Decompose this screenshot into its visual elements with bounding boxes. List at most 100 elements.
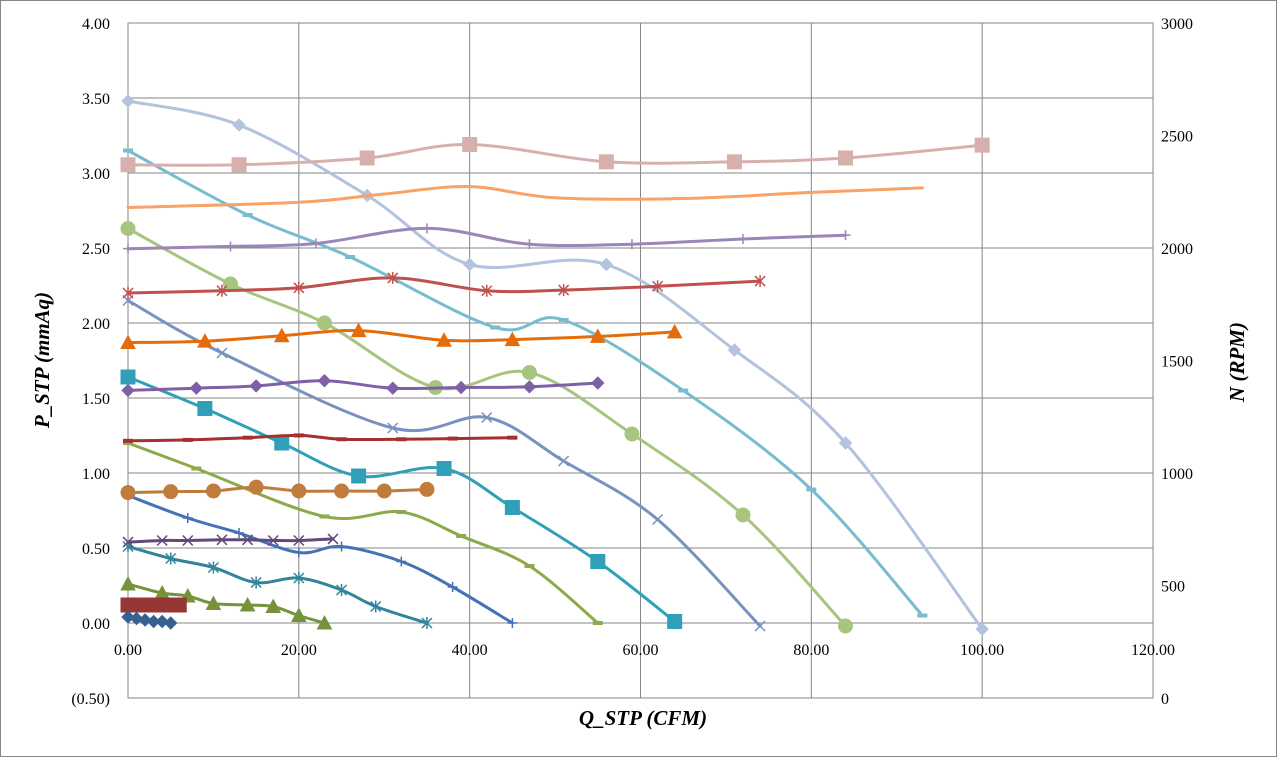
data-point [138,613,152,627]
data-point [591,376,605,390]
data-point [447,436,458,441]
data-point [727,343,742,357]
data-point [248,479,264,495]
data-point [735,507,751,523]
data-point [558,284,570,297]
y2-tick-label: 0 [1161,691,1169,708]
data-point [216,347,228,359]
data-point [121,610,135,624]
series-line [126,537,335,544]
data-point [293,572,305,584]
y-tick-label: 2.50 [82,241,110,258]
data-point [242,435,253,440]
y-axis-title: P_STP (mmAq) [30,292,54,429]
y2-axis-title: N (RPM) [1225,322,1249,403]
data-point [205,595,222,610]
data-point [293,433,304,438]
data-point [386,381,400,395]
data-point [122,536,134,548]
x-tick-label: 20.00 [281,642,317,659]
data-point [120,334,136,349]
data-point [293,281,305,294]
series-line [126,545,429,625]
data-point [667,614,683,629]
series-2 [123,148,928,618]
data-point [521,365,537,380]
data-point [652,280,664,293]
data-point [598,154,614,170]
data-point [334,483,350,499]
data-point [234,528,245,538]
data-point [239,596,256,612]
data-point [738,234,748,244]
data-point [370,600,382,613]
data-point [293,534,305,547]
series-6 [123,441,603,625]
series-line [126,329,677,344]
y-tick-label: 3.50 [82,91,110,108]
data-point [189,381,204,395]
data-point [121,94,135,108]
data-point [120,221,136,236]
data-point [419,481,435,497]
y-tick-label: 2.00 [82,316,110,333]
data-point [216,534,228,546]
data-point [436,461,452,476]
data-point [396,437,407,442]
data-point [336,437,347,442]
tick-labels: 0.00 20.00 40.00 60.00 80.00 100.00 120.00 4.00… [71,16,1193,708]
data-point [293,547,304,558]
data-point [507,435,518,440]
data-point [123,438,133,443]
series-15 [122,271,766,299]
data-point [267,534,279,547]
data-point [291,483,307,499]
data-point [242,534,254,546]
data-point [336,584,348,596]
data-point [351,468,367,484]
data-point [120,369,136,385]
series-7 [123,490,518,628]
plot-area-border [127,22,1154,699]
y2-tick-label: 500 [1161,579,1185,596]
data-point [317,374,332,388]
data-point [182,513,193,523]
y-tick-label: 4.00 [82,16,110,33]
y2-tick-label: 1500 [1161,354,1193,371]
data-point [626,239,637,250]
data-point [838,150,853,166]
y2-tick-label: 1000 [1161,466,1193,483]
y-tick-label: (0.50) [71,691,110,708]
series-13 [126,185,924,209]
data-point [447,582,458,592]
data-point [387,422,399,434]
data-point [838,436,853,450]
data-point [524,564,535,568]
x-axis-title: Q_STP (CFM) [579,706,707,730]
data-point [155,614,169,629]
data-point [462,257,477,272]
series-12 [120,137,990,173]
data-point [171,597,187,613]
data-point [974,137,990,153]
data-point [205,483,221,499]
data-point [754,620,766,632]
data-point [274,435,290,451]
data-point [806,487,817,492]
series-layer [120,94,990,636]
y2-tick-label: 2000 [1161,241,1193,258]
data-point [273,327,290,343]
data-point [316,315,332,331]
x-tick-label: 0.00 [114,642,142,659]
series-line [126,149,924,617]
data-point [599,257,614,272]
data-point [590,554,606,569]
data-point [242,213,253,217]
data-point [123,441,133,445]
data-point [838,618,853,634]
data-point [121,383,135,398]
data-point [350,322,367,338]
x-tick-label: 60.00 [623,642,659,659]
y-tick-label: 3.00 [82,166,110,183]
